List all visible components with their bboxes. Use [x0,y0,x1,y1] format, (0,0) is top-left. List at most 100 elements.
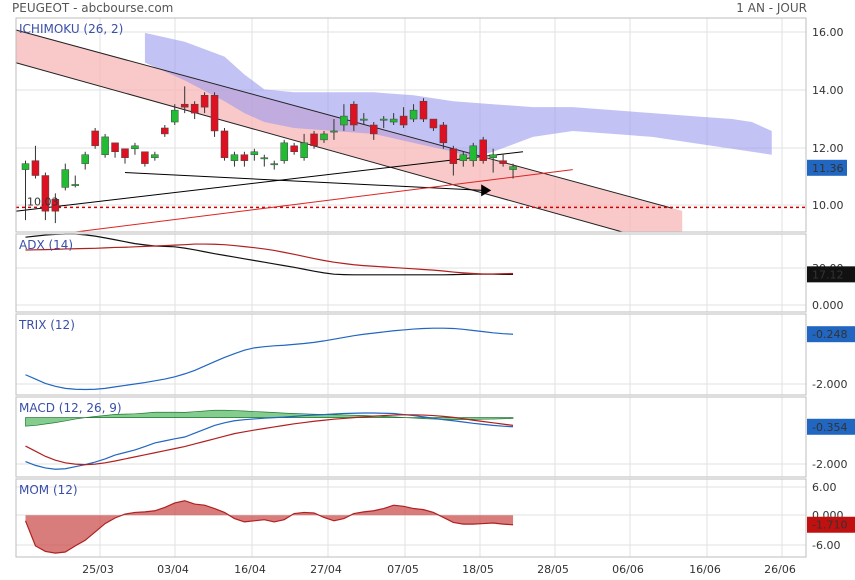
xtick-4: 07/05 [387,563,419,576]
candle-body-36 [379,118,388,121]
candle-body-49 [509,166,517,170]
price-ytick-3: 10.00 [812,199,844,212]
candle-body-28 [300,142,308,158]
candle-body-13 [151,154,159,158]
panel4-last-value: -1.710 [812,519,847,532]
candle-body-10 [121,148,129,158]
xtick-5: 18/05 [462,563,494,576]
panel3-series-1 [25,414,514,466]
panel-title-ichimoku: ICHIMOKU (26, 2) [19,22,123,36]
panel4-ytick-2: -6.00 [812,539,840,552]
candle-body-32 [340,115,348,126]
panel-border-1 [15,233,807,313]
candle-body-47 [489,154,497,158]
xtick-0: 25/03 [82,563,114,576]
candle-body-46 [479,139,487,161]
panel3-title: MACD (12, 26, 9) [19,401,122,415]
candle-body-14 [161,127,169,135]
candle-body-33 [350,103,358,126]
panel4-ytick-0: 6.00 [812,481,837,494]
panel3-series-0 [25,412,514,470]
candle-body-19 [210,95,219,132]
candle-body-31 [330,130,338,133]
trend-line-0 [15,151,524,212]
xtick-7: 06/06 [612,563,644,576]
chart-header-period: 1 AN - JOUR [736,1,807,15]
panel-border-2 [15,313,807,396]
chart-header-title: PEUGEOT - abcbourse.com [12,1,174,15]
panel1-title: ADX (14) [19,238,73,252]
candle-body-23 [250,151,259,155]
candle-body-48 [499,160,507,164]
candle-body-21 [230,154,239,161]
panel2-last-value: -0.248 [812,328,847,341]
candle-body-44 [459,154,468,161]
candle-body-40 [419,100,428,120]
panel1-series-1 [25,243,514,275]
price-last-box [807,159,847,176]
xtick-2: 16/04 [234,563,266,576]
price-ytick-0: 16.00 [812,26,844,39]
candle-body-27 [290,145,298,153]
price-ytick-1: 14.00 [812,84,844,97]
ichimoku-cloud [144,32,772,158]
candle-body-15 [171,109,179,123]
panel1-series-0 [25,233,514,276]
panel-border-3 [15,396,807,478]
xtick-8: 16/06 [689,563,721,576]
candle-body-6 [81,154,89,164]
panel3-ytick-0: -2.000 [812,458,847,471]
channel-lower-line [15,62,623,233]
candle-body-37 [389,118,398,123]
candle-body-42 [439,124,448,144]
panel4-area [25,500,514,554]
panel3-last-box [807,418,855,435]
candle-body-2 [41,175,50,212]
xtick-9: 26/06 [764,563,796,576]
panel1-ytick-1: 0.000 [812,299,844,312]
xtick-1: 03/04 [157,563,189,576]
panel-border-0 [15,17,807,233]
candle-body-12 [141,151,149,164]
panel4-series-0 [24,500,514,554]
candle-body-25 [270,163,278,166]
candle-body-41 [429,118,438,129]
trend-arrow-head [481,184,492,197]
candle-body-3 [51,199,60,212]
candle-body-7 [91,130,99,147]
panel2-last-box [807,326,855,343]
candle-body-17 [190,103,199,114]
panel-border-4 [15,478,807,558]
panel1-last-box [807,266,855,283]
panel2-ytick-0: -2.000 [812,378,847,391]
xtick-3: 27/04 [310,563,342,576]
candle-body-4 [61,169,70,188]
candle-body-20 [220,130,229,158]
xtick-6: 28/05 [537,563,569,576]
candle-body-1 [31,160,40,176]
trend-line-1 [124,172,484,191]
candle-body-30 [320,133,328,141]
candle-body-22 [240,154,249,161]
candle-body-38 [399,115,408,126]
candle-body-34 [360,118,368,121]
support-label: 10.03 [27,195,59,208]
price-ytick-2: 12.00 [812,142,844,155]
candle-body-11 [131,145,139,150]
candle-body-45 [469,145,477,161]
candle-body-43 [449,148,458,164]
trend-line-2 [75,169,573,233]
panel3-last-value: -0.354 [812,421,847,434]
candle-body-35 [370,124,378,135]
panel2-series-0 [25,327,514,391]
candle-body-16 [180,103,189,108]
candle-body-39 [409,109,418,120]
candle-body-8 [101,136,109,155]
candle-body-0 [21,163,30,170]
candle-body-9 [111,142,119,152]
candle-body-29 [310,133,318,147]
panel1-last-value: 17.12 [812,268,844,281]
candle-body-18 [200,95,209,108]
